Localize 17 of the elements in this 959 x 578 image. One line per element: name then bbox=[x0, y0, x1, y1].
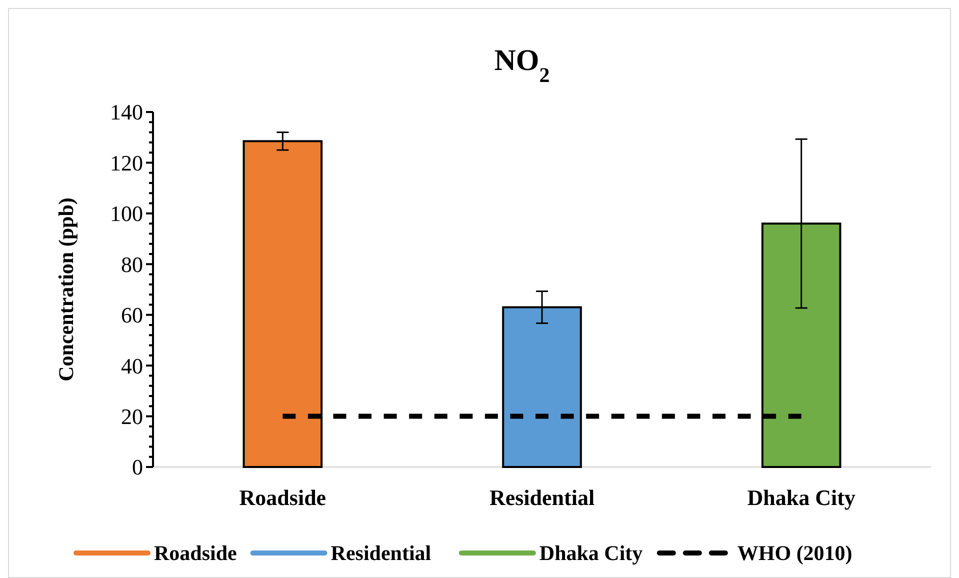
x-tick-label: Residential bbox=[489, 485, 595, 510]
chart-title: NO$_{2}$ bbox=[494, 44, 550, 87]
y-tick-label: 0 bbox=[132, 454, 143, 480]
x-tick-label: Dhaka City bbox=[747, 485, 856, 510]
y-tick-label: 100 bbox=[110, 201, 143, 226]
legend-label: Roadside bbox=[154, 541, 237, 565]
y-tick-label: 20 bbox=[121, 404, 143, 429]
legend-label: Dhaka City bbox=[539, 541, 644, 565]
y-tick-label: 80 bbox=[121, 252, 143, 277]
legend-label: WHO (2010) bbox=[737, 541, 852, 565]
y-tick-label: 40 bbox=[121, 353, 143, 378]
x-tick-label: Roadside bbox=[239, 485, 326, 510]
y-axis-title: Concentration (ppb) bbox=[54, 198, 78, 382]
y-tick-label: 60 bbox=[121, 302, 143, 328]
y-tick-label: 120 bbox=[110, 150, 143, 176]
y-tick-label: 140 bbox=[110, 100, 143, 125]
legend-label: Residential bbox=[330, 541, 432, 565]
